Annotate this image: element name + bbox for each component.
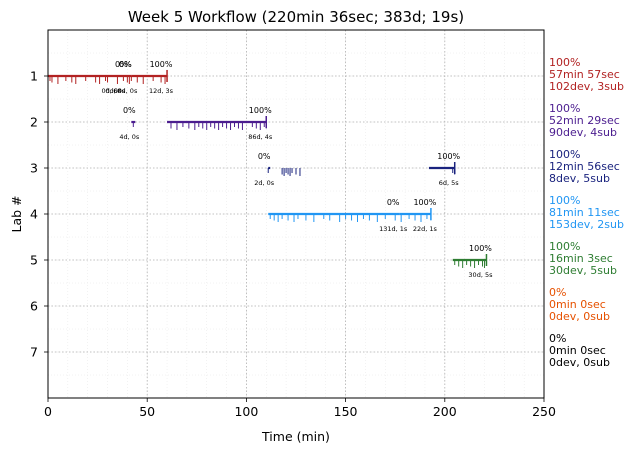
- segment-top-label: 100%: [249, 106, 272, 115]
- x-axis: 0 50 100 150 200 250: [44, 398, 556, 419]
- y-tick-label: 7: [30, 345, 38, 360]
- segment-top-label: 100%: [413, 198, 436, 207]
- segment-top-label: 100%: [150, 60, 173, 69]
- segment-top-label: 0%: [119, 60, 132, 69]
- segment-top-label: 0%: [387, 198, 400, 207]
- summary-line: 52min 29sec: [549, 114, 620, 127]
- summary-line: 30dev, 5sub: [549, 264, 617, 277]
- x-tick-label: 200: [433, 404, 457, 419]
- y-tick-label: 6: [30, 299, 38, 314]
- y-tick-label: 5: [30, 253, 38, 268]
- segment-bottom-label: 4d, 0s: [119, 133, 140, 141]
- summary-line: 100%: [549, 148, 580, 161]
- summary-line: 81min 11sec: [549, 206, 620, 219]
- segment-bottom-label: 86d, 4s: [248, 133, 273, 141]
- y-tick-label: 1: [30, 69, 38, 84]
- segment-top-label: 0%: [115, 60, 128, 69]
- segment-bottom-label: 2d, 0s: [254, 179, 275, 187]
- summary-line: 102dev, 3sub: [549, 80, 624, 93]
- lab-2-timeline: 0% 4d, 0s 100% 86d, 4s: [119, 106, 273, 141]
- x-tick-label: 50: [139, 404, 155, 419]
- segment-top-label: 0%: [119, 60, 132, 69]
- summary-line: 0%: [549, 332, 566, 345]
- segment-bottom-label: 12d, 3s: [149, 87, 174, 95]
- summary-line: 153dev, 2sub: [549, 218, 624, 231]
- chart-marks: 0% 68d, 0s 100% 12d, 3s 0% 0d, 0s 0% 0d, 0s 0% 4d…: [48, 60, 493, 279]
- segment-bottom-label: 6d, 5s: [439, 179, 460, 187]
- segment-bottom-label: 0d, 0s: [105, 87, 126, 95]
- summary-line: 0%: [549, 286, 566, 299]
- y-tick-label: 2: [30, 115, 38, 130]
- summary-line: 0dev, 0sub: [549, 356, 610, 369]
- y-axis: 1 2 3 4 5 6 7: [30, 69, 48, 360]
- summary-line: 57min 57sec: [549, 68, 620, 81]
- summary-line: 100%: [549, 240, 580, 253]
- segment-top-label: 100%: [437, 152, 460, 161]
- segment-top-label: 0%: [258, 152, 271, 161]
- y-axis-label: Lab #: [9, 195, 24, 232]
- summary-line: 12min 56sec: [549, 160, 620, 173]
- lab-5-timeline: 100% 30d, 5s: [452, 244, 493, 279]
- segment-bottom-label: 68d, 0s: [113, 87, 138, 95]
- segment-bottom-label: 131d, 1s: [379, 225, 408, 233]
- segment-top-label: 100%: [469, 244, 492, 253]
- x-axis-label: Time (min): [261, 429, 330, 444]
- x-tick-label: 0: [44, 404, 52, 419]
- summary-line: 100%: [549, 56, 580, 69]
- segment-bottom-label: 0d, 0s: [101, 87, 122, 95]
- summary-line: 16min 3sec: [549, 252, 613, 265]
- lab-4-timeline: 0% 131d, 1s 100% 22d, 1s: [268, 198, 438, 233]
- segment-bottom-label: 22d, 1s: [413, 225, 438, 233]
- lab-3-timeline: 0% 2d, 0s 100% 6d, 5s: [254, 152, 460, 187]
- y-tick-label: 4: [30, 207, 38, 222]
- summary-line: 0min 0sec: [549, 298, 606, 311]
- summary-line: 8dev, 5sub: [549, 172, 610, 185]
- summary-line: 0min 0sec: [549, 344, 606, 357]
- summary-line: 100%: [549, 194, 580, 207]
- summary-line: 90dev, 4sub: [549, 126, 617, 139]
- segment-top-label: 0%: [123, 106, 136, 115]
- x-tick-label: 250: [532, 404, 556, 419]
- x-tick-label: 100: [234, 404, 258, 419]
- summary-line: 0dev, 0sub: [549, 310, 610, 323]
- y-tick-label: 3: [30, 161, 38, 176]
- x-tick-label: 150: [334, 404, 358, 419]
- chart-title: Week 5 Workflow (220min 36sec; 383d; 19s…: [128, 8, 464, 26]
- segment-bottom-label: 30d, 5s: [468, 271, 493, 279]
- summary-line: 100%: [549, 102, 580, 115]
